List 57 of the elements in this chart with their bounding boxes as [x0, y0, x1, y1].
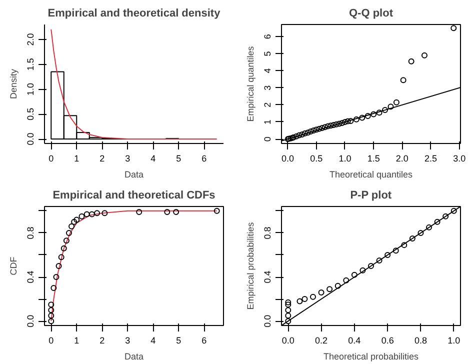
y-tick-label: 0.8 — [262, 226, 272, 240]
x-tick-label: 0.5 — [310, 154, 323, 164]
x-tick-label: 2 — [100, 336, 105, 346]
x-tick-label: 0.0 — [282, 154, 294, 164]
x-tick-label: 0.6 — [381, 336, 394, 346]
x-tick-label: 3 — [125, 336, 130, 346]
x-tick-label: 5 — [176, 154, 182, 164]
chart-title: Empirical and theoretical density — [48, 8, 222, 20]
y-tick-label: 5 — [262, 51, 272, 56]
y-tick-label: 4 — [262, 68, 272, 74]
y-tick-label: 0.0 — [26, 314, 36, 328]
x-axis-title: Theoretical probabilities — [323, 352, 420, 362]
x-tick-label: 1 — [74, 336, 80, 346]
x-tick-label: 0.8 — [414, 336, 427, 346]
y-axis-title: CDF — [8, 256, 18, 276]
y-tick-label: 0.0 — [26, 132, 36, 146]
chart-title: Empirical and theoretical CDFs — [52, 190, 216, 202]
x-axis-title: Theoretical quantiles — [329, 170, 414, 180]
y-tick-label: 0 — [262, 136, 272, 142]
y-tick-label: 0.8 — [26, 226, 36, 240]
x-tick-label: 4 — [150, 336, 156, 346]
y-tick-label: 2 — [262, 102, 272, 108]
x-axis-title: Data — [124, 352, 144, 362]
y-tick-label: 2.0 — [26, 33, 36, 46]
y-tick-label: 1 — [262, 119, 272, 124]
y-axis-title: Density — [8, 68, 18, 100]
x-tick-label: 0.4 — [348, 336, 361, 346]
x-tick-label: 1 — [74, 154, 80, 164]
chart-title: Q-Q plot — [349, 8, 394, 20]
y-tick-label: 0.4 — [262, 270, 272, 284]
x-tick-label: 1.0 — [448, 336, 460, 346]
x-tick-label: 1.5 — [367, 154, 380, 164]
y-tick-label: 3 — [262, 85, 272, 90]
chart-title: P-P plot — [350, 190, 392, 202]
x-tick-label: 3 — [125, 154, 130, 164]
x-tick-label: 2.0 — [396, 154, 408, 164]
x-tick-label: 3.0 — [453, 154, 466, 164]
x-tick-label: 2 — [100, 154, 105, 164]
x-tick-label: 5 — [176, 336, 182, 346]
y-axis-title: Empirical quantiles — [246, 46, 256, 122]
y-tick-label: 1.5 — [26, 58, 36, 71]
x-axis-title: Data — [124, 170, 144, 180]
x-tick-label: 0.0 — [282, 336, 294, 346]
y-tick-label: 0.4 — [26, 270, 36, 284]
x-tick-label: 4 — [150, 154, 156, 164]
x-tick-label: 0 — [48, 154, 54, 164]
y-tick-label: 1.0 — [26, 82, 36, 96]
x-tick-label: 0 — [48, 336, 54, 346]
x-tick-label: 0.2 — [315, 336, 328, 346]
x-tick-label: 2.5 — [424, 154, 438, 164]
y-tick-label: 6 — [262, 34, 272, 40]
x-tick-label: 6 — [202, 154, 207, 164]
y-tick-label: 0.5 — [26, 108, 36, 120]
y-axis-title: Empirical probabilities — [246, 222, 256, 310]
x-tick-label: 1.0 — [338, 154, 352, 164]
x-tick-label: 6 — [202, 336, 207, 346]
y-tick-label: 0.0 — [262, 314, 272, 328]
